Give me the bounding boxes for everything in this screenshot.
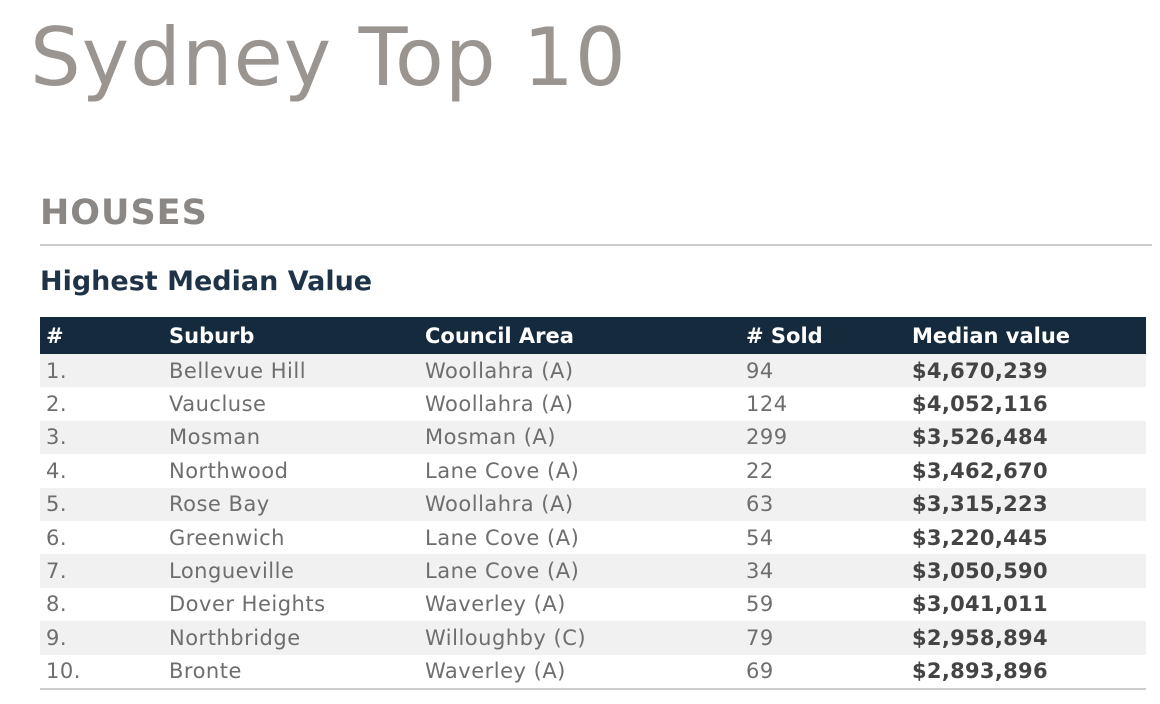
cell-rank: 4. — [40, 454, 163, 488]
cell-sold: 22 — [740, 454, 906, 488]
cell-sold: 299 — [740, 420, 906, 455]
table-row: 10. Bronte Waverley (A) 69 $2,893,896 — [40, 654, 1146, 690]
cell-council-area: Lane Cove (A) — [419, 454, 740, 488]
cell-rank: 5. — [40, 487, 163, 521]
section-divider — [40, 244, 1152, 246]
cell-suburb: Bronte — [163, 654, 419, 690]
table-row: 1. Bellevue Hill Woollahra (A) 94 $4,670,239 — [40, 354, 1146, 388]
cell-council-area: Woollahra (A) — [419, 487, 740, 521]
cell-council-area: Mosman (A) — [419, 420, 740, 455]
table-subheading: Highest Median Value — [40, 266, 373, 297]
table-body: 1. Bellevue Hill Woollahra (A) 94 $4,670,239… — [40, 354, 1146, 690]
cell-suburb: Vaucluse — [163, 387, 419, 421]
column-header-rank: # — [40, 317, 163, 354]
page-title: Sydney Top 10 — [30, 11, 627, 104]
column-header-suburb: Suburb — [163, 317, 419, 354]
cell-sold: 94 — [740, 354, 906, 388]
cell-suburb: Greenwich — [163, 520, 419, 555]
cell-suburb: Mosman — [163, 420, 419, 455]
cell-rank: 8. — [40, 587, 163, 622]
table-row: 6. Greenwich Lane Cove (A) 54 $3,220,445 — [40, 520, 1146, 555]
cell-council-area: Waverley (A) — [419, 654, 740, 690]
section-heading: HOUSES — [40, 193, 208, 233]
cell-sold: 59 — [740, 587, 906, 622]
cell-council-area: Waverley (A) — [419, 587, 740, 622]
cell-council-area: Woollahra (A) — [419, 387, 740, 421]
cell-suburb: Northbridge — [163, 621, 419, 655]
cell-median-value: $4,670,239 — [906, 354, 1146, 388]
cell-sold: 124 — [740, 387, 906, 421]
cell-sold: 79 — [740, 621, 906, 655]
cell-median-value: $3,050,590 — [906, 554, 1146, 588]
table-row: 9. Northbridge Willoughby (C) 79 $2,958,894 — [40, 621, 1146, 655]
cell-sold: 69 — [740, 654, 906, 690]
table-header-row: # Suburb Council Area # Sold Median valu… — [40, 317, 1146, 354]
cell-rank: 9. — [40, 621, 163, 655]
table-row: 5. Rose Bay Woollahra (A) 63 $3,315,223 — [40, 487, 1146, 521]
table-row: 8. Dover Heights Waverley (A) 59 $3,041,011 — [40, 587, 1146, 622]
cell-sold: 34 — [740, 554, 906, 588]
cell-suburb: Dover Heights — [163, 587, 419, 622]
table-row: 2. Vaucluse Woollahra (A) 124 $4,052,116 — [40, 387, 1146, 421]
cell-suburb: Northwood — [163, 454, 419, 488]
cell-suburb: Longueville — [163, 554, 419, 588]
cell-median-value: $2,958,894 — [906, 621, 1146, 655]
table-row: 7. Longueville Lane Cove (A) 34 $3,050,590 — [40, 554, 1146, 588]
cell-rank: 1. — [40, 354, 163, 388]
cell-rank: 10. — [40, 654, 163, 690]
cell-median-value: $3,315,223 — [906, 487, 1146, 521]
cell-median-value: $3,220,445 — [906, 520, 1146, 555]
cell-median-value: $3,462,670 — [906, 454, 1146, 488]
cell-council-area: Woollahra (A) — [419, 354, 740, 388]
table-row: 3. Mosman Mosman (A) 299 $3,526,484 — [40, 420, 1146, 455]
cell-median-value: $2,893,896 — [906, 654, 1146, 690]
column-header-council-area: Council Area — [419, 317, 740, 354]
cell-rank: 2. — [40, 387, 163, 421]
cell-rank: 3. — [40, 420, 163, 455]
column-header-sold: # Sold — [740, 317, 906, 354]
cell-council-area: Willoughby (C) — [419, 621, 740, 655]
cell-median-value: $4,052,116 — [906, 387, 1146, 421]
cell-sold: 54 — [740, 520, 906, 555]
cell-suburb: Bellevue Hill — [163, 354, 419, 388]
top-10-table: # Suburb Council Area # Sold Median valu… — [40, 317, 1146, 690]
cell-rank: 6. — [40, 520, 163, 555]
cell-median-value: $3,526,484 — [906, 420, 1146, 455]
cell-suburb: Rose Bay — [163, 487, 419, 521]
table-row: 4. Northwood Lane Cove (A) 22 $3,462,670 — [40, 454, 1146, 488]
cell-median-value: $3,041,011 — [906, 587, 1146, 622]
cell-rank: 7. — [40, 554, 163, 588]
cell-council-area: Lane Cove (A) — [419, 554, 740, 588]
cell-sold: 63 — [740, 487, 906, 521]
column-header-median-value: Median value — [906, 317, 1146, 354]
cell-council-area: Lane Cove (A) — [419, 520, 740, 555]
